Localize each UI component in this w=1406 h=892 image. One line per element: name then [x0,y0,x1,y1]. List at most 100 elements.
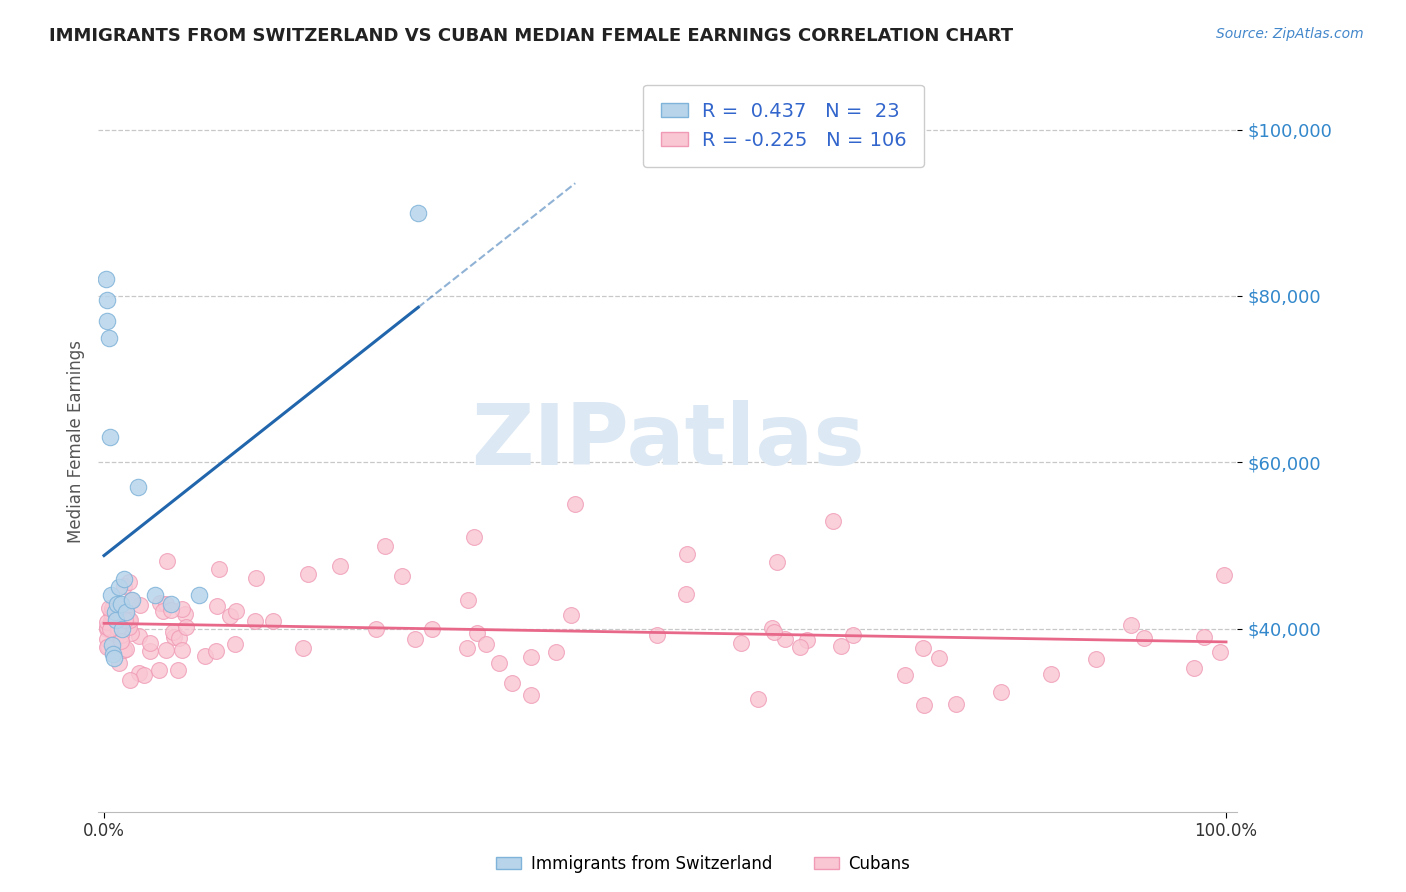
Point [120,625,142,640]
Point [501,676,523,690]
Point [1119,618,1142,632]
Point [245,571,267,585]
Point [166,663,188,677]
Point [112,643,135,657]
Point [97,640,120,654]
Point [488,656,510,670]
Point [120,592,142,607]
Point [1040,667,1063,681]
Point [156,553,179,567]
Point [128,599,150,613]
Text: ZIPatlas: ZIPatlas [471,400,865,483]
Point [96,615,118,630]
Point [110,633,132,648]
Point [207,562,229,576]
Point [128,666,150,681]
Point [108,621,131,635]
Point [107,580,129,594]
Point [225,604,247,618]
Point [766,555,789,569]
Point [132,668,155,682]
Point [546,645,568,659]
Point [456,641,478,656]
Point [291,641,314,656]
Point [519,688,541,702]
Point [170,602,193,616]
Point [149,596,172,610]
Point [115,609,138,624]
Point [118,620,141,634]
Point [110,597,132,611]
Point [121,592,143,607]
Legend: Immigrants from Switzerland, Cubans: Immigrants from Switzerland, Cubans [489,848,917,880]
Point [205,599,228,613]
Point [115,641,138,656]
Point [111,622,134,636]
Point [911,640,934,655]
Point [747,692,769,706]
Point [96,620,118,634]
Point [1182,660,1205,674]
Point [329,558,352,573]
Point [98,601,121,615]
Point [100,589,122,603]
Point [406,206,429,220]
Point [170,643,193,657]
Point [139,636,162,650]
Point [945,697,967,711]
Point [219,609,242,624]
Text: Source: ZipAtlas.com: Source: ZipAtlas.com [1216,27,1364,41]
Point [761,620,783,634]
Point [457,593,479,607]
Point [373,539,395,553]
Point [98,622,121,636]
Point [108,615,131,630]
Point [127,480,149,494]
Point [97,330,120,344]
Point [162,625,184,640]
Point [730,636,752,650]
Point [103,650,125,665]
Point [830,639,852,653]
Point [163,630,186,644]
Point [167,632,190,646]
Point [155,643,177,657]
Point [520,649,543,664]
Point [204,644,226,658]
Point [297,566,319,581]
Point [1132,631,1154,645]
Point [100,613,122,627]
Point [100,606,122,620]
Point [101,647,124,661]
Point [174,620,197,634]
Point [96,640,118,654]
Point [143,589,166,603]
Point [463,530,485,544]
Point [115,605,138,619]
Point [823,514,845,528]
Point [128,629,150,643]
Point [107,597,129,611]
Point [96,314,118,328]
Point [262,614,284,628]
Point [105,630,128,644]
Text: IMMIGRANTS FROM SWITZERLAND VS CUBAN MEDIAN FEMALE EARNINGS CORRELATION CHART: IMMIGRANTS FROM SWITZERLAND VS CUBAN MED… [49,27,1014,45]
Point [1213,567,1236,582]
Point [465,625,488,640]
Point [675,587,697,601]
Point [789,640,811,654]
Point [101,638,124,652]
Point [118,613,141,627]
Point [1209,645,1232,659]
Point [98,430,121,444]
Point [148,663,170,677]
Point [152,604,174,618]
Point [101,618,124,632]
Point [114,613,136,627]
Point [1085,651,1108,665]
Point [96,632,118,647]
Point [107,621,129,635]
Point [139,643,162,657]
Point [96,293,118,307]
Point [194,649,217,664]
